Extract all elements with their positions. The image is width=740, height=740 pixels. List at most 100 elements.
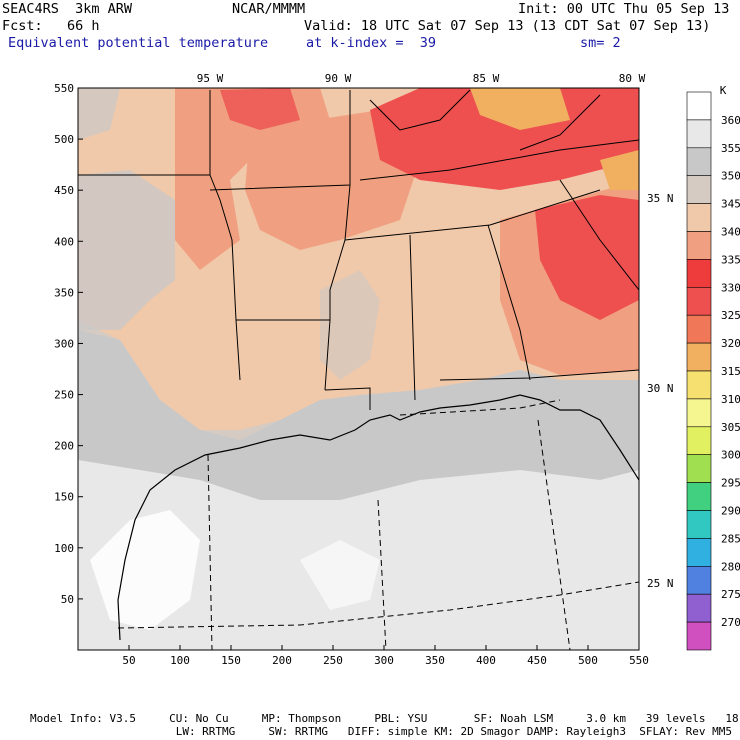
valid-time: Valid: 18 UTC Sat 07 Sep 13 (13 CDT Sat …	[304, 18, 711, 34]
state-border-sc	[559, 179, 639, 291]
smoothing-label: sm= 2	[580, 35, 621, 51]
level-label: at k-index = 39	[306, 35, 437, 51]
colorbar-swatch	[686, 203, 712, 232]
state-border-ms-river	[329, 184, 351, 320]
state-border-tn	[344, 189, 601, 241]
x-tick-label: 150	[221, 654, 241, 667]
theta-e-field	[78, 88, 639, 650]
plot-frame	[77, 87, 640, 651]
colorbar-label: 360	[721, 114, 740, 127]
field-330-nw	[220, 88, 300, 130]
field-350-west	[78, 170, 175, 330]
init-time: Init: 00 UTC Thu 05 Sep 13	[518, 1, 730, 17]
colorbar-swatch	[686, 482, 712, 511]
colorbar-swatch	[686, 398, 712, 428]
colorbar-label: 300	[721, 449, 740, 462]
colorbar-label: 315	[721, 365, 740, 378]
agency-label: NCAR/MMMM	[232, 1, 306, 17]
colorbar-label: 295	[721, 477, 740, 490]
y-tick-label: 250	[54, 389, 74, 402]
x-tick-label: 300	[374, 654, 394, 667]
y-tick-label: 550	[54, 82, 74, 95]
field-335-mid	[245, 110, 420, 250]
x-axis: 50 100 150 200 250 300 350 400 450 500 550	[122, 645, 649, 667]
y-tick-label: 50	[61, 593, 74, 606]
colorbar-swatch	[686, 147, 712, 177]
y-tick-label: 500	[54, 133, 74, 146]
field-320-east	[600, 150, 639, 190]
model-name: SEAC4RS 3km ARW	[2, 1, 133, 17]
colorbar-swatch	[686, 175, 712, 204]
longitude-label: 85 W	[473, 72, 500, 85]
state-border-la-ms	[324, 387, 371, 410]
y-tick-label: 350	[54, 286, 74, 299]
latitude-label: 25 N	[647, 577, 674, 590]
colorbar-swatch	[686, 593, 712, 623]
latlon-grid	[117, 399, 639, 650]
y-tick-label: 300	[54, 337, 74, 350]
colorbar: K 360 355 350 345 340 335 330 325 320 315 310 305 300…	[686, 84, 740, 651]
x-tick-label: 400	[476, 654, 496, 667]
parallel-25n	[117, 581, 639, 629]
state-border-oh-ky	[369, 89, 471, 131]
colorbar-label: 350	[721, 170, 740, 183]
colorbar-label: 340	[721, 226, 740, 239]
y-tick-label: 100	[54, 542, 74, 555]
colorbar-label: 320	[721, 337, 740, 350]
colorbar-label: 270	[721, 616, 740, 629]
y-tick-label: 400	[54, 235, 74, 248]
y-axis: 550 500 450 400 350 300 250 200 150 100 50	[54, 82, 83, 606]
meridian-85w	[537, 419, 571, 650]
field-330-east	[535, 195, 639, 320]
y-tick-label: 450	[54, 184, 74, 197]
y-tick-label: 150	[54, 491, 74, 504]
longitude-labels: 95 W 90 W 85 W 80 W	[197, 72, 646, 85]
colorbar-swatch	[686, 231, 712, 260]
colorbar-swatch	[686, 342, 712, 372]
field-330-north	[370, 88, 639, 190]
parallel-30n	[399, 399, 561, 416]
state-border-ok-tx	[209, 174, 241, 381]
latitude-labels: 35 N 30 N 25 N	[647, 192, 674, 590]
x-tick-label: 200	[272, 654, 292, 667]
latitude-label: 35 N	[647, 192, 674, 205]
y-tick-label: 200	[54, 440, 74, 453]
colorbar-label: 325	[721, 309, 740, 322]
x-tick-label: 350	[425, 654, 445, 667]
colorbar-swatch	[686, 370, 712, 400]
colorbar-swatch	[686, 259, 712, 288]
state-border-fl	[439, 369, 639, 381]
colorbar-unit: K	[720, 84, 727, 97]
meridian-90w	[377, 499, 387, 650]
latitude-label: 30 N	[647, 382, 674, 395]
forecast-hour: Fcst: 66 h	[2, 18, 100, 34]
colorbar-swatch	[686, 314, 712, 344]
colorbar-swatch	[686, 510, 712, 539]
field-360-gulf2	[300, 540, 380, 610]
footer-line-1: Model Info: V3.5 CU: No Cu MP: Thompson …	[30, 712, 740, 725]
colorbar-swatch	[686, 286, 712, 316]
colorbar-swatch	[686, 426, 712, 455]
state-border-al-ga	[487, 224, 531, 381]
field-350-central	[320, 270, 380, 380]
x-tick-label: 450	[527, 654, 547, 667]
colorbar-label: 285	[721, 532, 740, 545]
longitude-label: 95 W	[197, 72, 224, 85]
longitude-label: 80 W	[619, 72, 646, 85]
x-tick-label: 250	[323, 654, 343, 667]
gulf-coastline	[117, 394, 639, 641]
colorbar-swatch	[686, 538, 712, 567]
longitude-label: 90 W	[325, 72, 352, 85]
colorbar-label: 280	[721, 560, 740, 573]
colorbar-label: 355	[721, 142, 740, 155]
state-border-va	[519, 94, 601, 151]
colorbar-swatch	[686, 91, 712, 121]
meridian-95w	[207, 454, 213, 650]
colorbar-label: 275	[721, 588, 740, 601]
boundaries	[78, 89, 639, 641]
field-name: Equivalent potential temperature	[8, 35, 269, 51]
colorbar-label: 290	[721, 505, 740, 518]
colorbar-swatch	[686, 119, 712, 149]
x-tick-label: 50	[122, 654, 135, 667]
